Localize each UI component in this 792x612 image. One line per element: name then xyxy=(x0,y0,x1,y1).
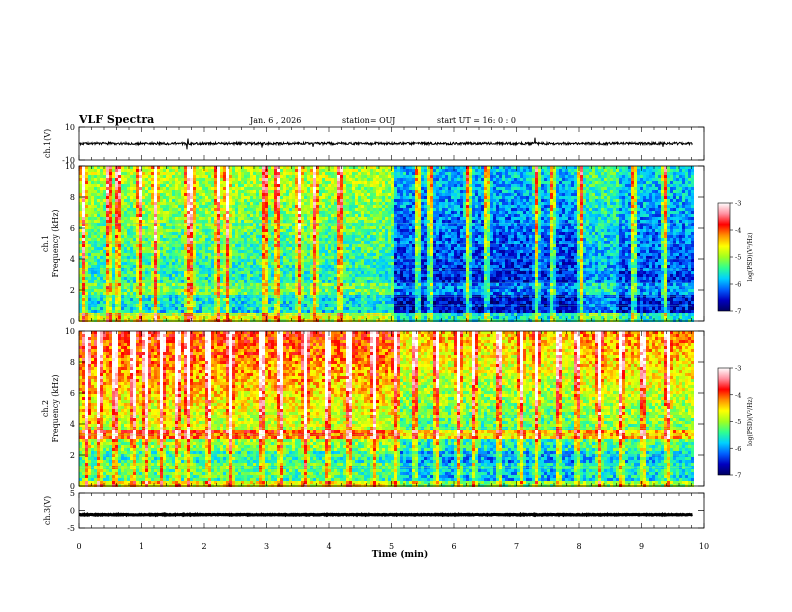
colorbar-tick-label: -6 xyxy=(735,281,741,289)
x-axis-label: Time (min) xyxy=(372,549,429,560)
ch1-spec-y-tick-label: 2 xyxy=(70,286,75,295)
ch3-y-tick-label: 0 xyxy=(70,507,75,516)
station-label: station= OUJ xyxy=(342,116,395,125)
colorbar-tick-label: -3 xyxy=(735,200,741,208)
x-tick-label: 10 xyxy=(699,542,709,551)
ch2-spectrogram-panel: 0 2 4 6 8 10 ch.2 Frequency (kHz) xyxy=(41,327,705,491)
x-tick-label: 8 xyxy=(576,542,581,551)
ch1-spec-y-tick-label: 8 xyxy=(70,193,75,202)
x-tick-label: 9 xyxy=(639,542,644,551)
ch2-spec-y-tick-label: 10 xyxy=(65,327,75,336)
spectrogram-cells xyxy=(79,166,694,322)
ch3-y-tick-label: 5 xyxy=(70,489,75,498)
ch1-colorbar: -3 -4 -5 -6 -7 log(PSD)(V²/Hz) xyxy=(717,200,754,316)
ch2-spec-y-tick-label: 0 xyxy=(70,482,75,491)
ch2-spec-channel-label: ch.2 xyxy=(41,400,50,417)
colorbar-gradient xyxy=(717,367,731,476)
ch2-spec-y-tick-label: 2 xyxy=(70,451,75,460)
x-tick-label: 0 xyxy=(76,542,81,551)
colorbar-tick-label: -3 xyxy=(735,365,741,373)
x-tick-label: 1 xyxy=(139,542,144,551)
time-axis: 0 1 2 3 4 5 6 7 8 9 10 xyxy=(76,542,709,551)
x-tick-label: 3 xyxy=(264,542,269,551)
spectrogram-cells xyxy=(79,331,694,487)
ch1-y-axis-label: ch.1(V) xyxy=(43,129,52,158)
waveform-trace xyxy=(78,512,693,518)
ch2-colorbar: -3 -4 -5 -6 -7 log(PSD)(V²/Hz) xyxy=(717,365,754,480)
ch3-frame xyxy=(78,492,705,529)
colorbar-tick-label: -5 xyxy=(735,254,741,262)
ch2-spec-y-tick-label: 8 xyxy=(70,358,75,367)
x-tick-label: 2 xyxy=(201,542,206,551)
ch1-spec-y-axis-label: Frequency (kHz) xyxy=(51,209,60,277)
ch1-spec-y-tick-label: 4 xyxy=(70,255,75,264)
colorbar-gradient xyxy=(717,202,731,312)
colorbar-tick-label: -7 xyxy=(735,308,741,316)
ch3-waveform-panel: 5 0 -5 ch.3(V) xyxy=(43,489,705,533)
ch1-waveform-panel: 10 -10 ch.1(V) xyxy=(43,123,705,165)
x-tick-label: 6 xyxy=(451,542,456,551)
ch2-spec-y-axis-label: Frequency (kHz) xyxy=(51,374,60,442)
waveform-trace xyxy=(78,137,693,150)
ch1-y-tick-label: 10 xyxy=(65,123,75,132)
date-label: Jan. 6 , 2026 xyxy=(249,116,301,125)
ch1-spec-channel-label: ch.1 xyxy=(41,235,50,252)
ch1-spec-y-tick-label: 6 xyxy=(70,224,75,233)
colorbar-tick-label: -5 xyxy=(735,418,741,426)
ch2-spec-y-tick-label: 6 xyxy=(70,389,75,398)
ch3-y-tick-label: -5 xyxy=(67,524,75,533)
colorbar-tick-label: -4 xyxy=(735,391,741,399)
colorbar-label: log(PSD)(V²/Hz) xyxy=(747,397,754,446)
ch1-spec-y-tick-label: 0 xyxy=(70,317,75,326)
ch1-spectrogram-panel: 0 2 4 6 8 10 ch.1 Frequency (kHz) xyxy=(41,162,705,326)
start-time-label: start UT = 16: 0 : 0 xyxy=(437,116,516,125)
figure-title: VLF Spectra xyxy=(78,113,154,126)
x-tick-label: 4 xyxy=(326,542,331,551)
colorbar-tick-label: -7 xyxy=(735,472,741,480)
ch2-spec-y-tick-label: 4 xyxy=(70,420,75,429)
x-tick-label: 7 xyxy=(514,542,519,551)
colorbar-tick-label: -6 xyxy=(735,445,741,453)
colorbar-label: log(PSD)(V²/Hz) xyxy=(747,233,754,282)
ch3-y-axis-label: ch.3(V) xyxy=(43,496,52,525)
ch1-y-tick-label: -10 xyxy=(62,156,75,165)
ch1-spec-y-tick-label: 10 xyxy=(65,162,75,171)
colorbar-tick-label: -4 xyxy=(735,227,741,235)
x-tick-label: 5 xyxy=(389,542,394,551)
